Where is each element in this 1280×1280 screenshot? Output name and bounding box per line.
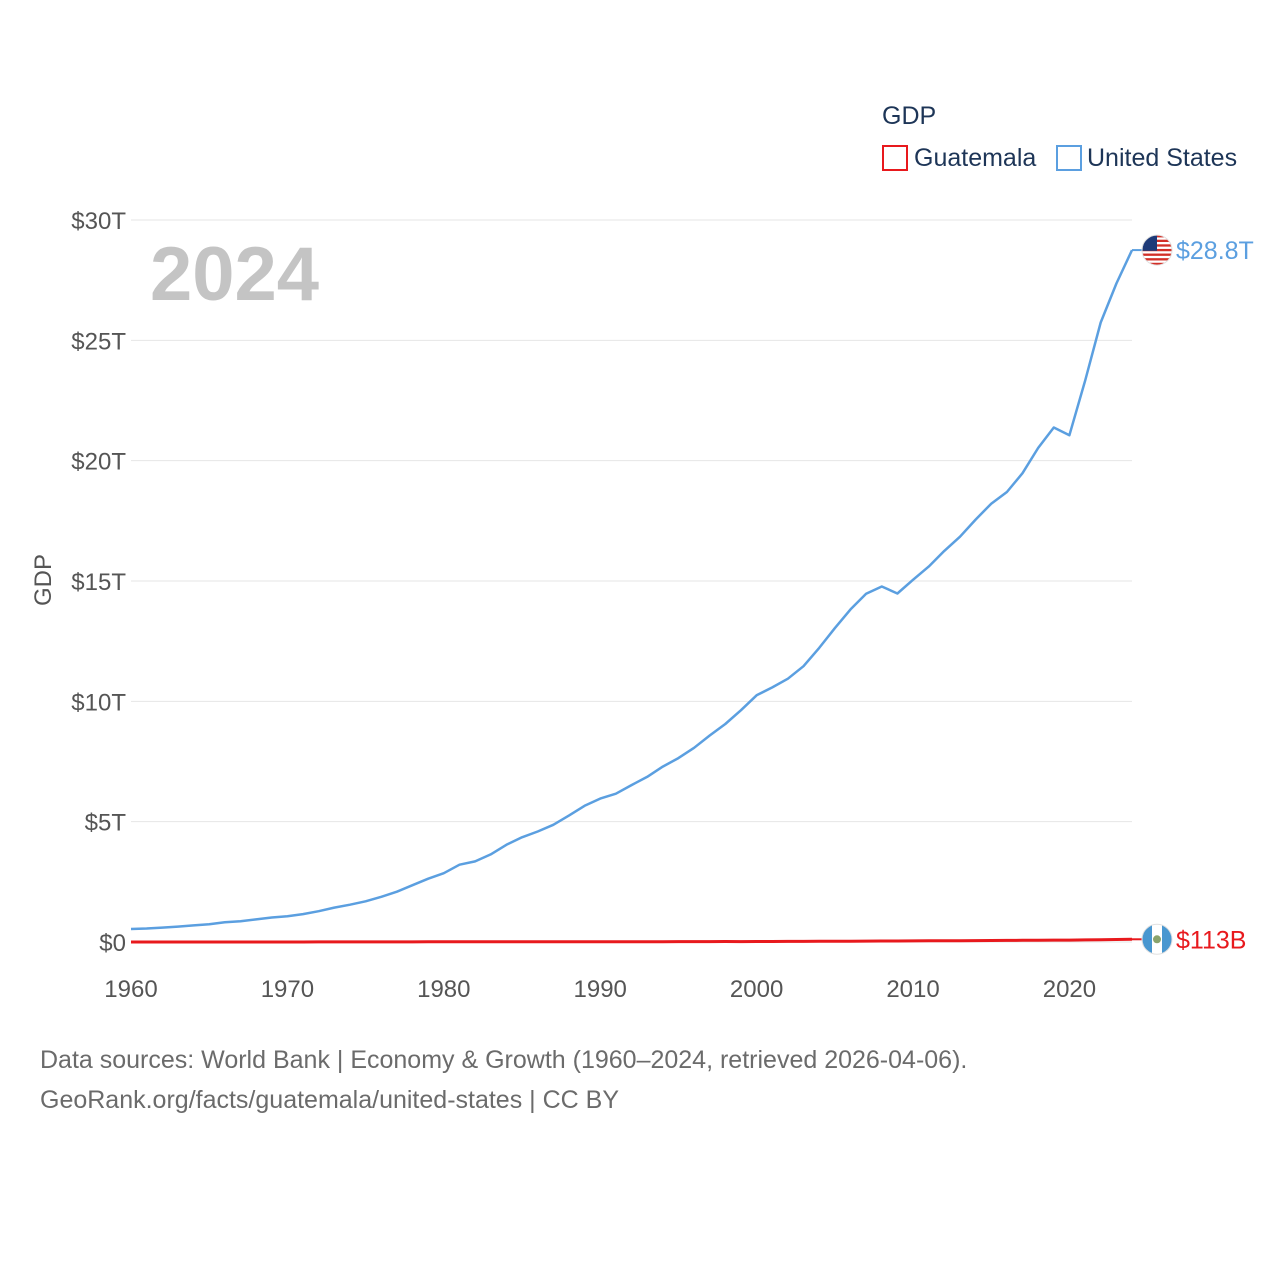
legend-item-united-states[interactable]: United States xyxy=(1056,144,1237,172)
gridlines xyxy=(131,219,1132,943)
legend-title: GDP xyxy=(882,102,936,130)
legend: GDP Guatemala United States xyxy=(882,102,1237,172)
legend-swatch-united-states xyxy=(1056,145,1082,171)
x-tick-label: 1990 xyxy=(574,976,627,1003)
series-end-markers: $113B $28.8T xyxy=(1132,234,1254,955)
end-label-guatemala: $113B xyxy=(1176,926,1246,954)
y-tick-label: $20T xyxy=(71,449,126,476)
x-tick-label: 2010 xyxy=(886,976,939,1003)
y-axis-title: GDP xyxy=(30,554,57,606)
series-line-guatemala[interactable] xyxy=(131,937,1133,944)
y-tick-label: $10T xyxy=(71,689,126,716)
y-tick-label: $15T xyxy=(71,569,126,596)
source-note: Data sources: World Bank | Economy & Gro… xyxy=(40,1046,968,1074)
x-axis-ticks: 1960 1970 1980 1990 2000 2010 2020 xyxy=(104,976,1096,1003)
x-tick-label: 2020 xyxy=(1043,976,1096,1003)
x-tick-label: 1970 xyxy=(261,976,314,1003)
x-tick-label: 2000 xyxy=(730,976,783,1003)
legend-swatch-guatemala xyxy=(882,145,908,171)
year-label: 2024 xyxy=(150,232,319,317)
series-line-united-states[interactable] xyxy=(130,249,1134,931)
y-tick-label: $0 xyxy=(99,930,126,957)
y-tick-label: $30T xyxy=(71,208,126,235)
legend-item-guatemala[interactable]: Guatemala xyxy=(882,144,1036,172)
x-tick-label: 1980 xyxy=(417,976,470,1003)
y-tick-label: $25T xyxy=(71,328,126,355)
y-axis-ticks: $0 $5T $10T $15T $20T $25T $30T xyxy=(71,208,126,957)
series-lines xyxy=(130,249,1134,944)
us-flag-icon xyxy=(1141,234,1173,266)
y-tick-label: $5T xyxy=(85,810,127,837)
chart-footer: Data sources: World Bank | Economy & Gro… xyxy=(40,1040,967,1120)
guatemala-flag-icon xyxy=(1141,923,1173,955)
license-note: GeoRank.org/facts/guatemala/united-state… xyxy=(40,1086,620,1114)
x-tick-label: 1960 xyxy=(104,976,157,1003)
legend-label-guatemala: Guatemala xyxy=(914,144,1036,172)
legend-label-united-states: United States xyxy=(1087,144,1237,172)
end-label-united-states: $28.8T xyxy=(1176,237,1254,265)
